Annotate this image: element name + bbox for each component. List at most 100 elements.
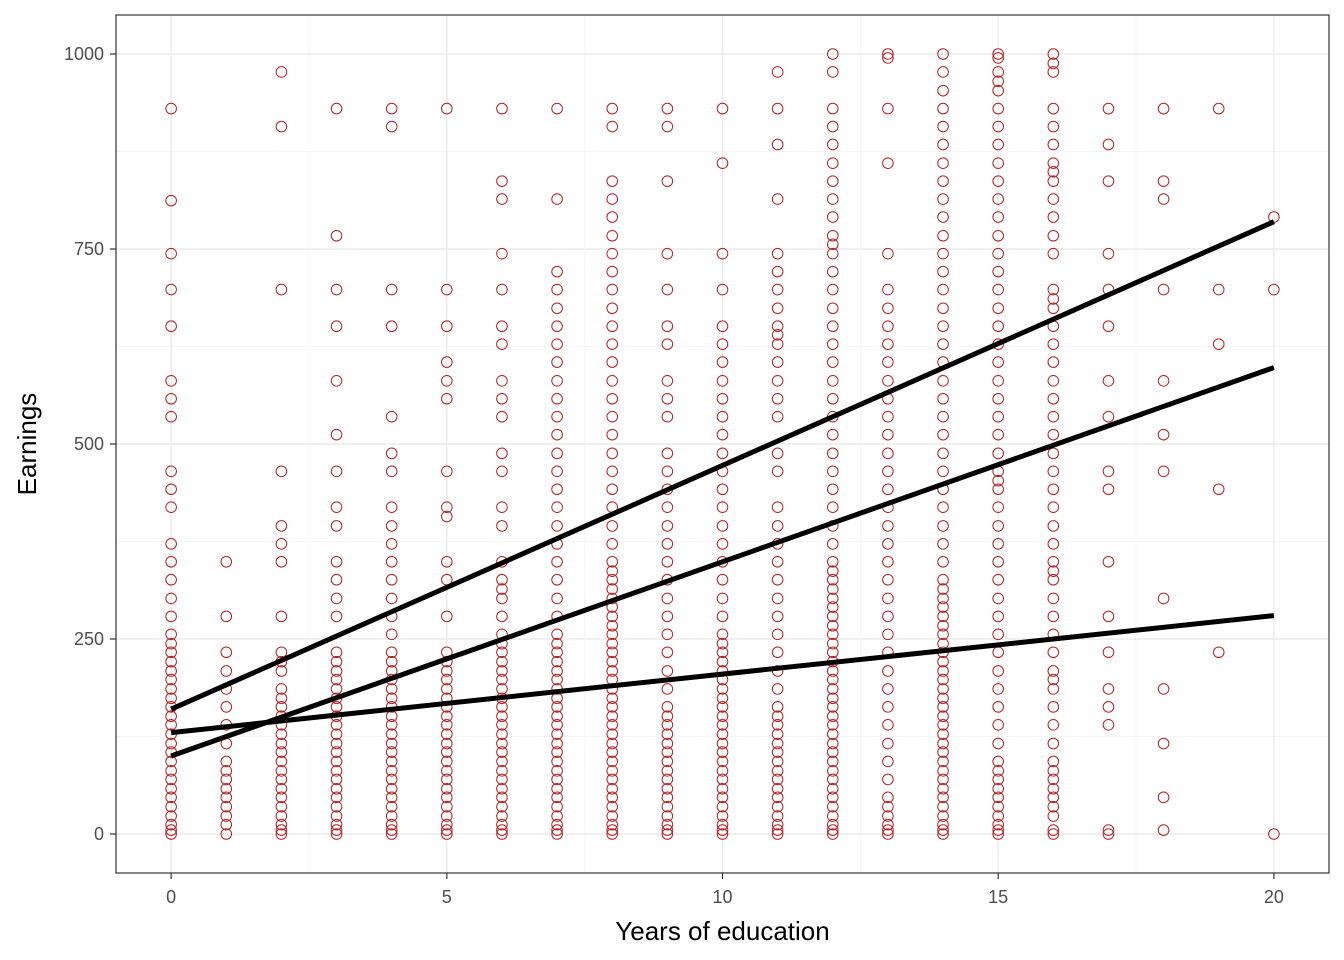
data-point bbox=[551, 655, 563, 668]
data-point bbox=[275, 755, 288, 768]
data-point bbox=[385, 719, 398, 731]
data-point bbox=[165, 410, 177, 423]
data-point bbox=[330, 791, 343, 804]
data-point bbox=[992, 283, 1004, 296]
data-point bbox=[661, 283, 674, 296]
data-point bbox=[826, 138, 839, 151]
data-point bbox=[771, 193, 784, 205]
data-point bbox=[992, 828, 1004, 840]
data-point bbox=[937, 138, 949, 151]
data-point bbox=[716, 683, 729, 695]
data-point bbox=[496, 375, 508, 387]
data-point bbox=[992, 824, 1004, 836]
data-point bbox=[1102, 410, 1115, 423]
data-point bbox=[992, 773, 1004, 786]
data-point bbox=[1102, 610, 1115, 623]
data-point bbox=[496, 665, 508, 677]
data-point bbox=[882, 428, 894, 441]
data-point bbox=[441, 510, 453, 523]
data-point bbox=[551, 410, 563, 423]
data-point bbox=[275, 692, 288, 705]
data-point bbox=[661, 765, 674, 777]
data-point bbox=[771, 810, 784, 822]
data-point bbox=[165, 375, 177, 387]
data-point bbox=[275, 810, 288, 822]
data-point bbox=[606, 755, 619, 768]
data-point bbox=[551, 765, 563, 777]
data-point bbox=[385, 828, 398, 840]
data-point bbox=[1102, 555, 1115, 568]
data-point bbox=[441, 673, 453, 686]
data-point bbox=[606, 719, 619, 731]
data-point bbox=[937, 175, 949, 187]
data-point bbox=[1047, 375, 1060, 387]
data-point bbox=[165, 818, 177, 831]
data-point bbox=[496, 673, 508, 686]
data-point bbox=[716, 375, 729, 387]
data-point bbox=[1157, 283, 1170, 296]
data-point bbox=[441, 356, 453, 368]
data-point bbox=[716, 538, 729, 550]
data-point bbox=[606, 655, 619, 668]
data-point bbox=[441, 610, 453, 623]
data-point bbox=[1047, 800, 1060, 813]
data-point bbox=[165, 483, 177, 496]
data-point bbox=[330, 719, 343, 731]
data-point bbox=[882, 773, 894, 786]
data-point bbox=[165, 573, 177, 586]
data-point bbox=[551, 746, 563, 758]
data-point bbox=[330, 102, 343, 115]
x-tick-label: 20 bbox=[1264, 887, 1284, 907]
data-point bbox=[385, 683, 398, 695]
data-point bbox=[882, 555, 894, 568]
data-point bbox=[1047, 683, 1060, 695]
data-point bbox=[1157, 824, 1170, 836]
data-point bbox=[1157, 683, 1170, 695]
data-point bbox=[551, 737, 563, 750]
data-point bbox=[385, 283, 398, 296]
data-point bbox=[496, 175, 508, 187]
data-point bbox=[771, 737, 784, 750]
data-point bbox=[882, 356, 894, 368]
data-point bbox=[606, 283, 619, 296]
data-point bbox=[937, 755, 949, 768]
data-point bbox=[1268, 828, 1280, 840]
data-point bbox=[716, 338, 729, 350]
data-point bbox=[1047, 755, 1060, 768]
data-point bbox=[661, 782, 674, 795]
data-point bbox=[1157, 102, 1170, 115]
data-point bbox=[165, 465, 177, 478]
data-point bbox=[771, 555, 784, 568]
data-point bbox=[551, 573, 563, 586]
data-point bbox=[1047, 283, 1060, 296]
data-point bbox=[1212, 338, 1225, 350]
data-point bbox=[882, 791, 894, 804]
data-point bbox=[165, 765, 177, 777]
data-point bbox=[661, 447, 674, 460]
data-point bbox=[441, 320, 453, 333]
data-point bbox=[1047, 175, 1060, 187]
data-point bbox=[716, 501, 729, 513]
data-point bbox=[385, 501, 398, 513]
data-point bbox=[330, 810, 343, 822]
data-point bbox=[771, 447, 784, 460]
data-point bbox=[330, 320, 343, 333]
data-point bbox=[606, 320, 619, 333]
data-point bbox=[882, 573, 894, 586]
data-point bbox=[496, 828, 508, 840]
data-point bbox=[992, 628, 1004, 641]
data-point bbox=[826, 465, 839, 478]
data-point bbox=[661, 610, 674, 623]
data-point bbox=[496, 755, 508, 768]
data-point bbox=[165, 501, 177, 513]
data-point bbox=[826, 746, 839, 758]
data-point bbox=[937, 773, 949, 786]
data-point bbox=[1047, 520, 1060, 532]
data-point bbox=[1047, 646, 1060, 659]
data-point bbox=[937, 320, 949, 333]
data-point bbox=[496, 320, 508, 333]
data-point bbox=[882, 102, 894, 115]
data-point bbox=[826, 483, 839, 496]
data-point bbox=[1102, 824, 1115, 836]
